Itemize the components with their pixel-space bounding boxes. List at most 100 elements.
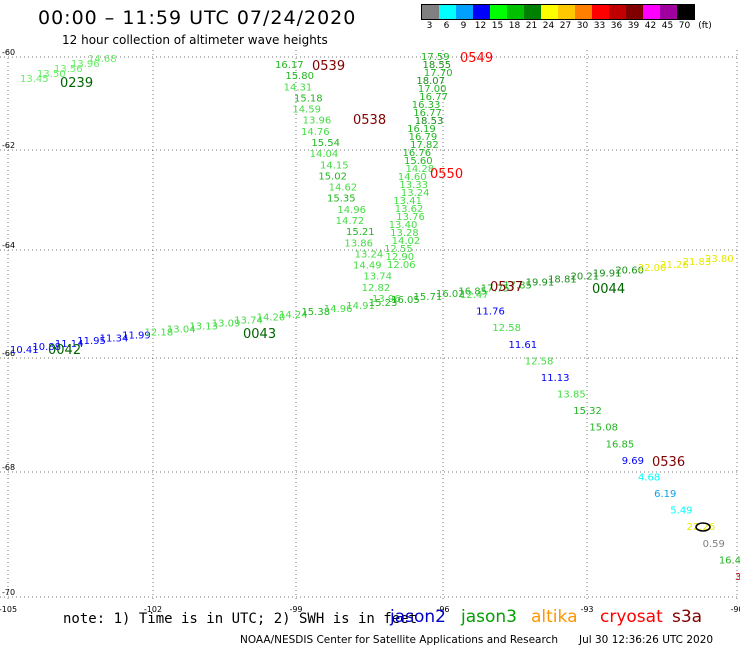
pass-time-label: 0539 <box>312 59 345 74</box>
wave-height-value: 11.76 <box>476 307 505 318</box>
wave-height-value: 13.96 <box>372 294 401 305</box>
wave-height-value: 19.91 <box>593 269 622 280</box>
pass-time-label: 0044 <box>592 282 625 297</box>
wave-height-value: 16.19 <box>407 124 436 135</box>
wave-height-value: 12.47 <box>460 290 489 301</box>
wave-height-value: 13.62 <box>395 204 424 215</box>
wave-height-value: 14.96 <box>337 205 366 216</box>
legend-swatch <box>660 5 677 19</box>
wave-height-value: 4.68 <box>638 472 660 483</box>
wave-height-value: 14.02 <box>392 236 421 247</box>
wave-height-value: 16.02 <box>436 289 465 300</box>
legend-swatch <box>643 5 660 19</box>
wave-height-value: 14.91 <box>346 301 375 312</box>
wave-height-value: 15.80 <box>285 71 314 82</box>
wave-height-value: 16.85 <box>606 439 635 450</box>
wave-height-value: 14.60 <box>398 172 427 183</box>
wave-height-value: 5.49 <box>670 506 692 517</box>
pass-time-label: 0549 <box>460 51 493 66</box>
wave-height-value: 13.04 <box>167 324 196 335</box>
wave-height-value: 18.55 <box>422 60 451 71</box>
legend-tick-label: 24 <box>542 21 555 31</box>
wave-height-value: 16.05 <box>391 295 420 306</box>
wave-height-value: 15.54 <box>311 138 340 149</box>
wave-height-value: 14.20 <box>257 313 286 324</box>
wave-height-value: 14.72 <box>336 216 365 227</box>
legend-tick-label: 30 <box>576 21 589 31</box>
wave-height-value: 17.85 <box>503 280 532 291</box>
wave-height-value: 15.18 <box>294 93 323 104</box>
wave-height-value: 11.14 <box>55 339 84 350</box>
wave-height-value: 15.38 <box>301 307 330 318</box>
wave-height-value: 13.96 <box>303 116 332 127</box>
satellite-jason2: jason2 <box>390 607 446 627</box>
lat-tick-label: -66 <box>2 349 15 358</box>
wave-height-value: 13.86 <box>344 238 373 249</box>
wave-height-value: 13.85 <box>557 390 586 401</box>
legend-tick-label: 21 <box>525 21 538 31</box>
wave-height-value: 12.55 <box>384 244 413 255</box>
wave-height-value: 16.40 <box>719 555 740 566</box>
legend-swatch <box>439 5 456 19</box>
legend-tick-label: 9 <box>460 21 467 31</box>
pass-time-label: 0239 <box>60 76 93 91</box>
legend-swatch <box>473 5 490 19</box>
legend-unit-label: (ft) <box>698 21 712 31</box>
wave-height-value: 21.83 <box>683 257 712 268</box>
wave-height-value: 9.69 <box>622 456 644 467</box>
wave-height-value: 12.58 <box>525 356 554 367</box>
wave-height-value: 12.82 <box>362 283 391 294</box>
wave-height-value: 18.07 <box>416 76 445 87</box>
wave-height-value: 12.18 <box>145 327 174 338</box>
wave-height-value: 11.13 <box>541 373 570 384</box>
wave-height-value: 15.35 <box>327 194 356 205</box>
pass-time-label: 0538 <box>353 113 386 128</box>
lon-tick-label: -96 <box>436 605 449 614</box>
legend-swatch <box>609 5 626 19</box>
wave-height-value: 14.24 <box>279 310 308 321</box>
wave-height-value: 19.91 <box>526 277 555 288</box>
wave-height-value: 15.32 <box>573 406 602 417</box>
timestamp-text: Jul 30 12:36:26 UTC 2020 <box>579 634 714 646</box>
lon-tick-label: -99 <box>289 605 302 614</box>
lon-tick-label: -93 <box>580 605 593 614</box>
wave-height-value: 15.71 <box>414 292 443 303</box>
wave-height-value: 18.53 <box>415 116 444 127</box>
legend-tick-label: 42 <box>644 21 657 31</box>
wave-height-value: 17.00 <box>418 84 447 95</box>
wave-height-value: 20.60 <box>615 266 644 277</box>
pass-time-label: 0043 <box>243 327 276 342</box>
wave-height-value: 0.59 <box>703 539 725 550</box>
legend-tick-label: 70 <box>678 21 691 31</box>
wave-height-value: 16.79 <box>409 132 438 143</box>
wave-height-value: 12.06 <box>387 260 416 271</box>
pass-time-label: 0537 <box>490 280 523 295</box>
map-title: 00:00 – 11:59 UTC 07/24/2020 <box>38 7 357 29</box>
pass-time-label: 0042 <box>48 343 81 358</box>
wave-height-value: 21.26 <box>660 260 689 271</box>
legend-tick-label: 36 <box>610 21 623 31</box>
wave-height-value: 20.21 <box>570 272 599 283</box>
wave-height-value: 17.59 <box>421 52 450 63</box>
wave-height-value: 22.26 <box>686 522 715 533</box>
legend-swatch <box>507 5 524 19</box>
wave-height-value: 13.96 <box>71 59 100 70</box>
wave-height-value: 14.68 <box>88 54 117 65</box>
wave-height-value: 14.59 <box>292 105 321 116</box>
wave-height-value: 14.15 <box>320 160 349 171</box>
wave-height-value: 17.82 <box>410 140 439 151</box>
wave-height-value: 16.33 <box>412 100 441 111</box>
lon-tick-label: -102 <box>144 605 162 614</box>
wave-height-value: 16.85 <box>458 286 487 297</box>
wave-height-value: 13.56 <box>54 64 83 75</box>
wave-height-value: 14.76 <box>301 127 330 138</box>
wave-height-value: 11.99 <box>122 330 151 341</box>
lon-tick-label: -105 <box>0 605 17 614</box>
lat-tick-label: -60 <box>2 48 15 57</box>
satellite-s3a: s3a <box>672 607 703 627</box>
wave-height-value: 10.41 <box>10 345 39 356</box>
wave-height-value: 17.70 <box>424 68 453 79</box>
wave-height-value: 12.58 <box>492 323 521 334</box>
pass-time-label: 0536 <box>652 455 685 470</box>
credit-text: NOAA/NESDIS Center for Satellite Applica… <box>240 634 558 646</box>
